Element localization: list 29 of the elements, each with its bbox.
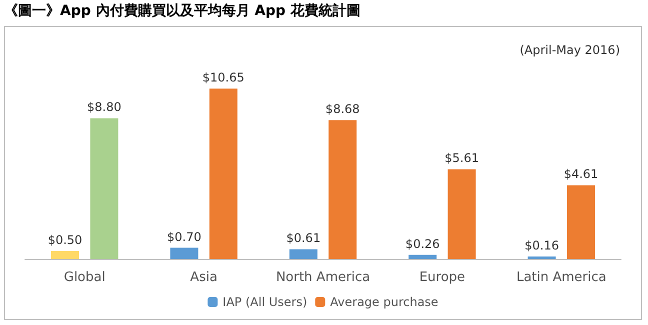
bar (328, 120, 357, 259)
bar (528, 256, 556, 259)
bar (448, 169, 476, 259)
x-tick-label: Latin America (516, 270, 606, 285)
data-label: $4.61 (564, 167, 598, 182)
chart-title: 《圖一》App 內付費購買以及平均每月 App 花費統計圖 (4, 2, 360, 20)
data-label: $0.70 (167, 230, 202, 244)
x-tick-label: Global (64, 270, 106, 285)
data-label: $8.80 (87, 100, 122, 114)
data-label: $0.61 (286, 231, 321, 246)
x-tick-label: Asia (190, 270, 218, 285)
text: (April-May 2016) (520, 43, 620, 57)
bar (567, 185, 595, 259)
x-tick-label: North America (276, 270, 370, 285)
bar (170, 248, 198, 259)
bar (90, 118, 118, 259)
data-label: $0.16 (524, 238, 559, 252)
x-tick-label: Europe (419, 270, 466, 285)
data-label: $0.26 (405, 236, 440, 251)
data-label: $8.68 (325, 102, 360, 116)
legend-label: Average purchase (330, 295, 438, 309)
data-label: $10.65 (202, 70, 244, 85)
bar (209, 88, 238, 259)
bar (289, 249, 318, 259)
data-label: $0.50 (48, 233, 82, 247)
legend-label: IAP (All Users) (222, 295, 308, 309)
bar (51, 251, 79, 259)
bar (408, 254, 437, 259)
data-label: $5.61 (444, 151, 479, 166)
